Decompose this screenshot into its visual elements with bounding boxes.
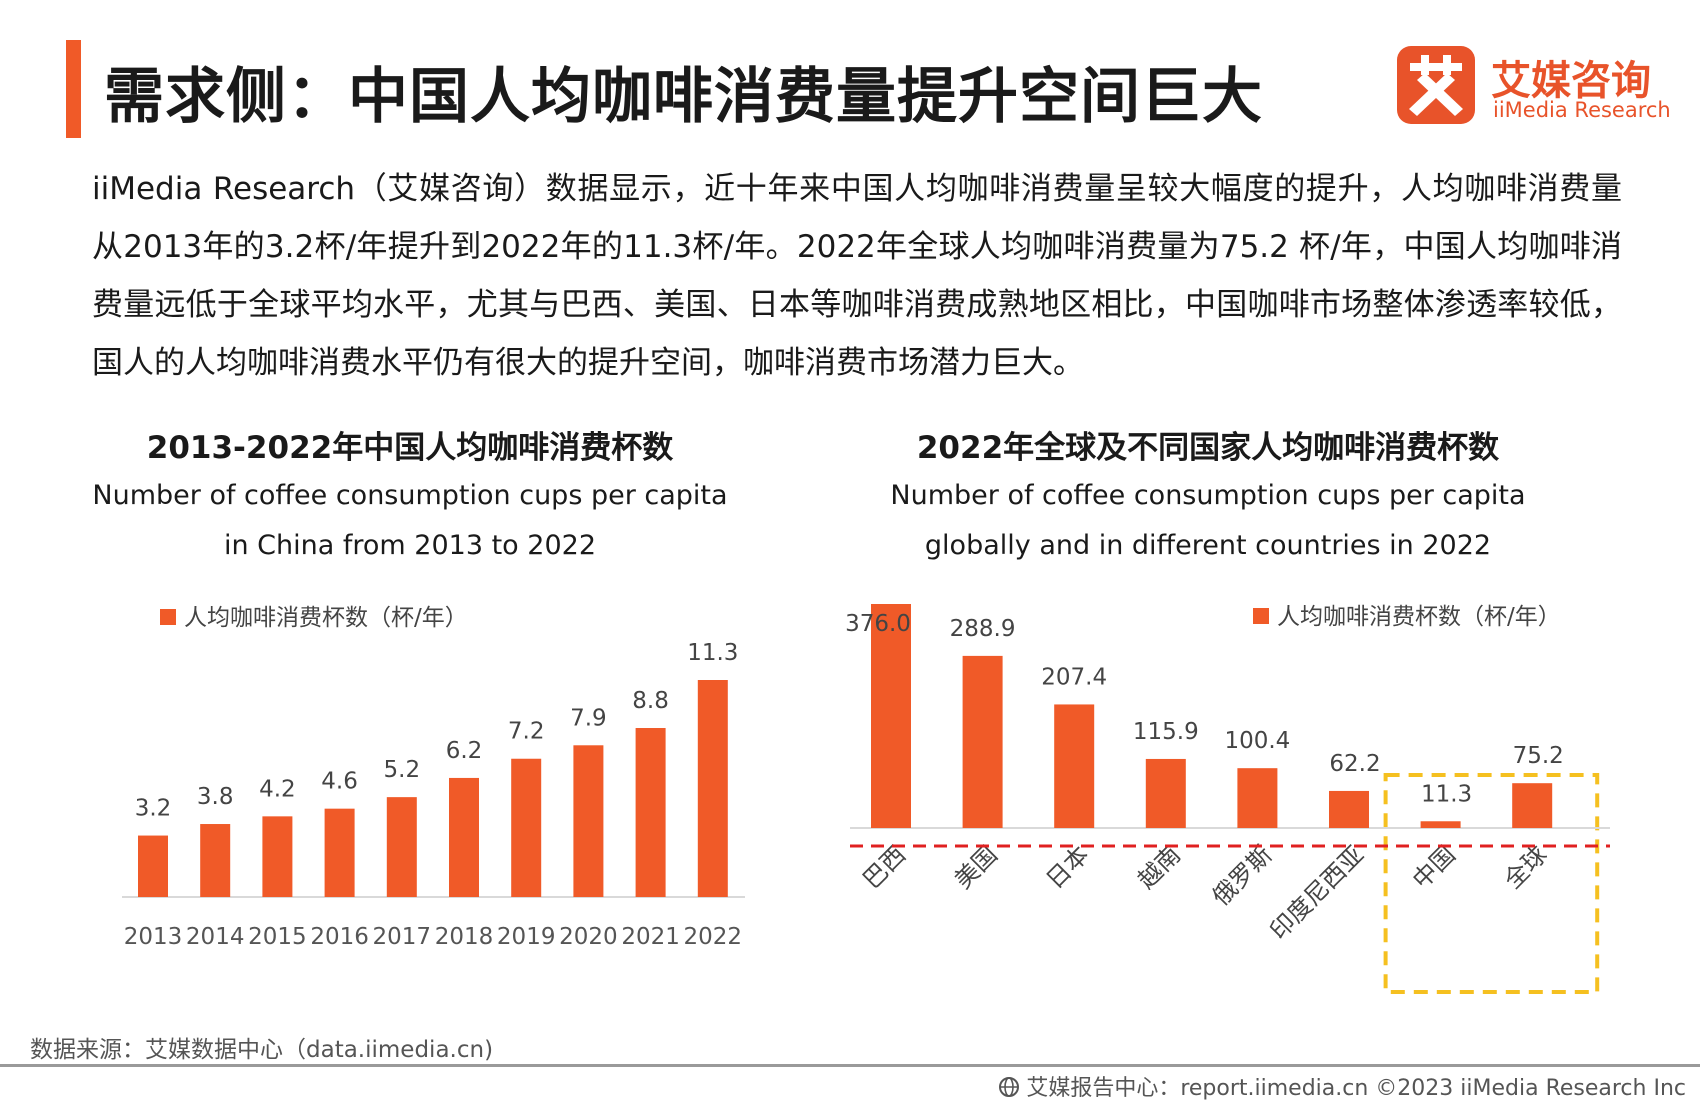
chart1-bar-2019 [511, 758, 542, 897]
chart1-tick-label-2016: 2016 [310, 924, 369, 950]
chart1-subtitle-line1: Number of coffee consumption cups per ca… [92, 480, 728, 511]
chart2-bar-越南 [1145, 758, 1186, 828]
chart2-value-label-越南: 115.9 [1133, 719, 1199, 745]
data-source: 数据来源：艾媒数据中心（data.iimedia.cn) [30, 1037, 494, 1063]
logo-name-cn: 艾媒咨询 [1491, 58, 1651, 104]
chart1-bar-2017 [386, 797, 417, 897]
chart2-tick-label-日本: 日本 [1041, 840, 1095, 894]
chart2-bar-印度尼西亚 [1329, 790, 1369, 828]
chart1-value-label-2015: 4.2 [259, 776, 296, 802]
chart2-bar-中国 [1420, 821, 1461, 828]
chart1-bar-2014 [200, 824, 231, 897]
chart1-value-label-2022: 11.3 [687, 640, 738, 666]
chart1-value-label-2016: 4.6 [321, 769, 358, 795]
footer: 艾媒报告中心：report.iimedia.cn ©2023 iiMedia R… [998, 1070, 1686, 1102]
chart2-bar-俄罗斯 [1237, 768, 1278, 828]
chart2-tick-label-全球: 全球 [1499, 840, 1553, 894]
chart1-value-label-2014: 3.8 [197, 784, 234, 810]
chart2-tick-label-巴西: 巴西 [858, 840, 912, 894]
chart1-bar-2018 [449, 777, 479, 897]
chart1-value-label-2019: 7.2 [508, 719, 545, 745]
chart1-tick-label-2020: 2020 [559, 924, 618, 950]
chart1-bar-2021 [635, 728, 666, 897]
chart2-bar-巴西 [871, 604, 911, 828]
chart2-legend-label: 人均咖啡消费杯数（杯/年） [1277, 604, 1561, 630]
chart1-tick-label-2021: 2021 [621, 924, 680, 950]
chart1-tick-label-2017: 2017 [373, 924, 432, 950]
chart2-value-label-中国: 11.3 [1421, 781, 1472, 807]
chart1-tick-label-2018: 2018 [435, 924, 494, 950]
chart2-subtitle-line2: globally and in different countries in 2… [924, 530, 1492, 561]
chart1-bar-2016 [324, 808, 355, 897]
chart1-legend: 人均咖啡消费杯数（杯/年） [160, 598, 468, 632]
chart2-bar-日本 [1054, 704, 1095, 828]
chart2-tick-label-美国: 美国 [949, 840, 1003, 894]
intro-paragraph: iiMedia Research（艾媒咨询）数据显示，近十年来中国人均咖啡消费量… [92, 171, 1622, 381]
chart2-subtitle-line1: Number of coffee consumption cups per ca… [890, 480, 1526, 511]
footer-text: 艾媒报告中心：report.iimedia.cn ©2023 iiMedia R… [1026, 1076, 1686, 1101]
chart2-tick-label-中国: 中国 [1407, 840, 1461, 894]
brand-logo: 艾媒咨询 iiMedia Research [1397, 46, 1677, 126]
chart1-tick-label-2014: 2014 [186, 924, 245, 950]
chart1-title: 2013-2022年中国人均咖啡消费杯数 [146, 430, 674, 466]
chart2-tick-label-俄罗斯: 俄罗斯 [1207, 840, 1278, 911]
chart1-tick-label-2015: 2015 [248, 924, 307, 950]
chart1-value-label-2013: 3.2 [135, 796, 172, 822]
globe-icon [998, 1076, 1020, 1098]
chart1-bar-2013 [138, 835, 168, 897]
chart2-value-label-日本: 207.4 [1041, 664, 1107, 690]
ai-character-logo-icon [1397, 46, 1475, 124]
chart2-bar-美国 [962, 655, 1003, 828]
chart2-value-label-巴西: 376.0 [845, 611, 911, 637]
chart1-bar-2020 [573, 745, 604, 897]
chart1-value-label-2021: 8.8 [632, 688, 669, 714]
chart2-value-label-全球: 75.2 [1513, 743, 1564, 769]
chart1-bar-2022 [697, 680, 728, 897]
chart1-value-label-2020: 7.9 [570, 705, 607, 731]
page-title: 需求侧：中国人均咖啡消费量提升空间巨大 [104, 62, 1263, 132]
chart2-value-label-美国: 288.9 [950, 616, 1016, 642]
chart2-tick-label-印度尼西亚: 印度尼西亚 [1265, 840, 1370, 945]
chart2-highlight-box [1383, 773, 1600, 994]
chart1-tick-label-2019: 2019 [497, 924, 556, 950]
legend-swatch [160, 608, 176, 625]
chart1-bar-2015 [262, 816, 293, 897]
footer-divider [0, 1064, 1700, 1067]
chart1-value-label-2017: 5.2 [384, 757, 421, 783]
legend-swatch [1253, 607, 1269, 624]
chart2-value-label-俄罗斯: 100.4 [1224, 728, 1290, 754]
chart1-tick-label-2022: 2022 [684, 924, 743, 950]
chart1-tick-label-2013: 2013 [124, 924, 183, 950]
chart1-subtitle-line2: in China from 2013 to 2022 [223, 530, 596, 561]
chart1-value-label-2018: 6.2 [446, 738, 483, 764]
title-accent-bar [66, 40, 81, 138]
chart1-legend-label: 人均咖啡消费杯数（杯/年） [184, 605, 468, 631]
chart2-bar-全球 [1512, 783, 1553, 828]
chart2-title: 2022年全球及不同国家人均咖啡消费杯数 [916, 430, 1500, 466]
chart2-value-label-印度尼西亚: 62.2 [1329, 751, 1380, 777]
chart2-legend: 人均咖啡消费杯数（杯/年） [1253, 597, 1561, 631]
logo-name-en: iiMedia Research [1493, 98, 1671, 122]
chart2-tick-label-越南: 越南 [1132, 840, 1186, 894]
